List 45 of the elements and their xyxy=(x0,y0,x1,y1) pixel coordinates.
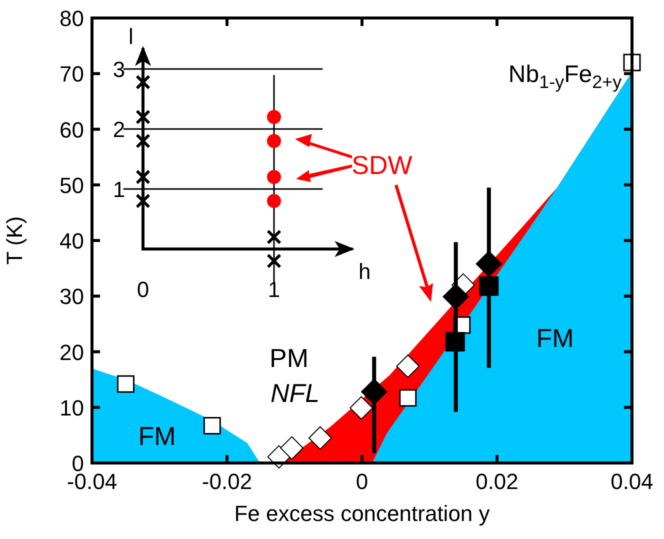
annotation: PM xyxy=(270,343,308,373)
point xyxy=(442,284,469,310)
annotation: NFL xyxy=(270,378,320,408)
point xyxy=(267,134,281,148)
point xyxy=(136,170,150,184)
x-tick-label: 0 xyxy=(356,469,368,494)
point xyxy=(266,254,282,268)
point xyxy=(361,378,388,405)
x-tick-label: 0.04 xyxy=(610,469,654,494)
annotation: FM xyxy=(536,323,574,353)
y-axis-title: l xyxy=(128,24,134,49)
annotation: FM xyxy=(138,421,176,451)
x-tick-label: 0.02 xyxy=(476,469,518,494)
point xyxy=(476,250,502,277)
point xyxy=(117,375,134,393)
y-tick-label: 20 xyxy=(60,340,84,365)
point xyxy=(267,110,281,124)
y-tick-label: 40 xyxy=(60,228,84,254)
point xyxy=(267,194,281,208)
x-tick-label: -0.02 xyxy=(202,469,252,494)
y-tick-label: 1 xyxy=(112,177,126,202)
y-tick-label: 50 xyxy=(60,172,84,198)
y-tick-label: 30 xyxy=(60,284,84,310)
y-tick-label: 80 xyxy=(60,6,84,31)
y-tick-label: 3 xyxy=(112,57,126,82)
y-axis-title: T (K) xyxy=(2,216,27,265)
y-tick-label: 10 xyxy=(60,395,84,420)
x-axis-title: h xyxy=(358,259,371,284)
y-tick-label: 70 xyxy=(60,62,84,87)
point xyxy=(267,170,281,184)
point xyxy=(136,74,150,90)
point xyxy=(396,354,420,378)
point xyxy=(136,134,150,148)
y-tick-label: 60 xyxy=(60,117,84,142)
point xyxy=(136,194,150,208)
x-axis-title: Fe excess concentration y xyxy=(234,501,490,526)
point xyxy=(203,416,221,434)
point xyxy=(266,230,282,244)
text: Nb$_{1-y}$Fe$_{2+y}$ xyxy=(508,61,622,92)
point xyxy=(308,426,332,450)
point xyxy=(350,396,374,420)
point xyxy=(399,389,417,407)
point xyxy=(136,110,150,124)
y-tick-label: 2 xyxy=(112,117,126,142)
annotation: SDW xyxy=(352,150,413,180)
